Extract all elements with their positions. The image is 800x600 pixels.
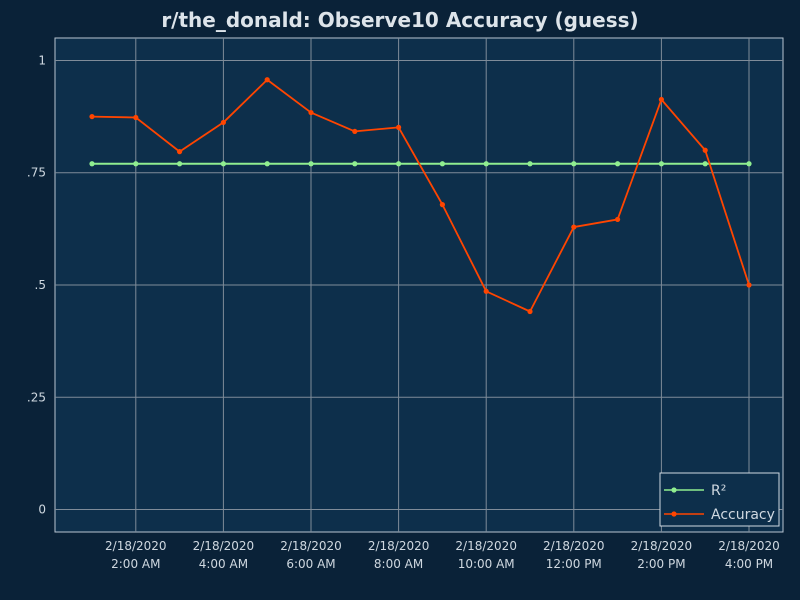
- y-tick-label: 0: [38, 503, 46, 517]
- x-tick-date: 2/18/2020: [455, 539, 517, 553]
- x-tick-time: 8:00 AM: [374, 557, 423, 571]
- r-squared-point: [264, 161, 270, 167]
- x-tick-time: 2:00 PM: [637, 557, 685, 571]
- x-tick-time: 10:00 AM: [458, 557, 515, 571]
- accuracy-point: [396, 124, 402, 130]
- accuracy-point: [133, 114, 139, 121]
- accuracy-point: [483, 288, 489, 294]
- accuracy-point: [264, 77, 270, 83]
- x-tick-label: 2/18/2020 8:00 AM: [368, 539, 430, 571]
- legend-box: [659, 472, 780, 527]
- r-squared-point: [396, 161, 402, 167]
- legend-label-accuracy: Accuracy: [711, 507, 775, 523]
- accuracy-point: [615, 216, 621, 223]
- x-tick-date: 2/18/2020: [718, 539, 780, 553]
- x-tick-time: 2:00 AM: [111, 557, 160, 571]
- x-tick-date: 2/18/2020: [368, 539, 430, 553]
- x-tick-label: 2/18/2020 10:00 AM: [455, 539, 517, 571]
- accuracy-point: [177, 149, 183, 155]
- x-tick-date: 2/18/2020: [543, 539, 605, 553]
- legend-marker-accuracy: [671, 511, 677, 517]
- y-tick-label: .75: [27, 166, 46, 180]
- accuracy-point: [308, 109, 314, 116]
- chart-title: r/the_donald: Observe10 Accuracy (guess): [161, 8, 638, 32]
- x-tick-date: 2/18/2020: [280, 539, 342, 553]
- accuracy-point: [439, 202, 445, 208]
- r-squared-point: [177, 161, 183, 167]
- x-tick-label: 2/18/2020 2:00 PM: [631, 539, 693, 571]
- accuracy-point: [220, 119, 226, 126]
- accuracy-point: [746, 282, 752, 288]
- y-tick-label: .5: [35, 278, 46, 292]
- r-squared-point: [352, 161, 358, 167]
- x-tick-time: 6:00 AM: [286, 557, 335, 571]
- legend: R² Accuracy: [659, 472, 780, 527]
- axis-labels: 0 .25 .5 .75 1 2/18/2020 2:00 AM 2/18/2020 4:00 …: [27, 53, 780, 571]
- r-squared-point: [658, 161, 665, 167]
- r-squared-point: [133, 161, 139, 167]
- accuracy-point: [571, 224, 577, 230]
- x-tick-date: 2/18/2020: [631, 539, 693, 553]
- accuracy-point: [352, 128, 358, 135]
- series-layer: [89, 77, 752, 315]
- x-tick-date: 2/18/2020: [193, 539, 255, 553]
- accuracy-point: [89, 113, 95, 120]
- r-squared-point: [483, 161, 489, 167]
- x-tick-label: 2/18/2020 2:00 AM: [105, 539, 167, 571]
- r-squared-point: [220, 161, 226, 167]
- r-squared-point: [527, 161, 533, 167]
- r-squared-point: [746, 161, 752, 167]
- x-tick-time: 4:00 PM: [725, 557, 773, 571]
- accuracy-point: [527, 308, 533, 315]
- legend-label-r-squared: R²: [711, 483, 726, 499]
- r-squared-point: [439, 161, 445, 167]
- r-squared-point: [615, 161, 621, 167]
- x-tick-time: 12:00 PM: [546, 557, 602, 571]
- accuracy-point: [702, 147, 708, 153]
- legend-marker-r-squared: [671, 487, 677, 493]
- r-squared-point: [571, 161, 577, 167]
- r-squared-point: [308, 161, 314, 167]
- x-tick-label: 2/18/2020 6:00 AM: [280, 539, 342, 571]
- x-tick-date: 2/18/2020: [105, 539, 167, 553]
- r-squared-point: [702, 161, 708, 167]
- y-tick-label: .25: [27, 390, 46, 404]
- accuracy-point: [658, 96, 665, 103]
- r-squared-point: [89, 161, 95, 167]
- x-tick-label: 2/18/2020 12:00 PM: [543, 539, 605, 571]
- x-tick-time: 4:00 AM: [199, 557, 248, 571]
- x-tick-label: 2/18/2020 4:00 AM: [193, 539, 255, 571]
- x-tick-label: 2/18/2020 4:00 PM: [718, 539, 780, 571]
- y-tick-label: 1: [38, 53, 46, 67]
- accuracy-series-line: [91, 78, 750, 313]
